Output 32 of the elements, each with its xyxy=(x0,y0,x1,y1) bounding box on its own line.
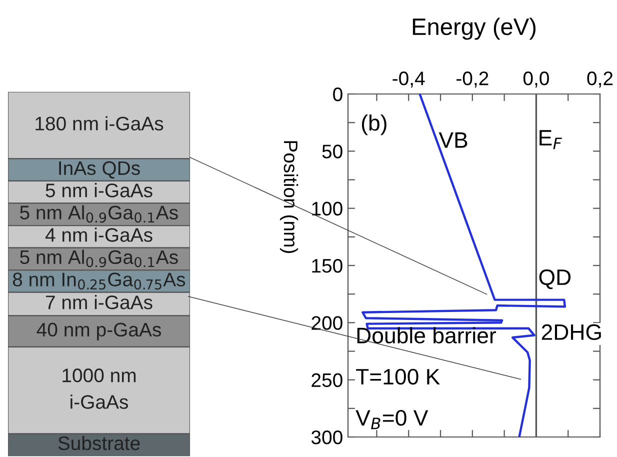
y-tick-label: 100 xyxy=(312,202,342,216)
annotation: VB xyxy=(438,132,468,148)
category-label: 180 nm i-GaAs xyxy=(36,116,164,130)
y-axis-title: Position (nm) xyxy=(280,141,298,253)
x-axis-title: Energy (eV) xyxy=(412,18,536,40)
x-tick-label: -0,2 xyxy=(456,72,488,88)
category-label: 40 nm p-GaAs xyxy=(36,322,161,340)
category-label: 5 nm i-GaAs xyxy=(46,183,152,198)
category-label: 1000 nm i-GaAs xyxy=(62,368,136,409)
annotation: T=100 K xyxy=(356,368,440,385)
y-tick-label: 200 xyxy=(312,316,342,330)
y-tick-label: 250 xyxy=(312,373,342,388)
annotation: Double barrier xyxy=(357,327,496,344)
category-label: 7 nm i-GaAs xyxy=(46,294,152,310)
ref-line-label: E$_{F}$ xyxy=(540,130,562,150)
y-tick-label: 50 xyxy=(322,144,342,158)
x-tick-label: -0,4 xyxy=(392,72,425,88)
category-label: Substrate xyxy=(58,436,140,450)
annotation: 2DHG xyxy=(542,324,601,340)
y-tick-label: 0 xyxy=(333,87,342,102)
annotation: (b) xyxy=(362,114,386,136)
category-label: InAs QDs xyxy=(59,161,140,179)
x-tick-label: 0,2 xyxy=(587,72,613,88)
x-tick-label: 0,0 xyxy=(523,72,549,88)
y-tick-label: 300 xyxy=(311,430,342,444)
category-label: 5 nm Al$_{0.9}$Ga$_{0.1}$As xyxy=(20,205,178,223)
y-tick-label: 150 xyxy=(312,258,342,273)
category-label: 4 nm i-GaAs xyxy=(45,228,152,242)
category-label: 8 nm In$_{0.25}$Ga$_{0.75}$As xyxy=(12,272,186,290)
category-label: 5 nm Al$_{0.9}$Ga$_{0.1}$As xyxy=(20,250,178,268)
annotation: V$_{B}$=0 V xyxy=(356,410,428,430)
annotation: QD xyxy=(539,269,571,290)
